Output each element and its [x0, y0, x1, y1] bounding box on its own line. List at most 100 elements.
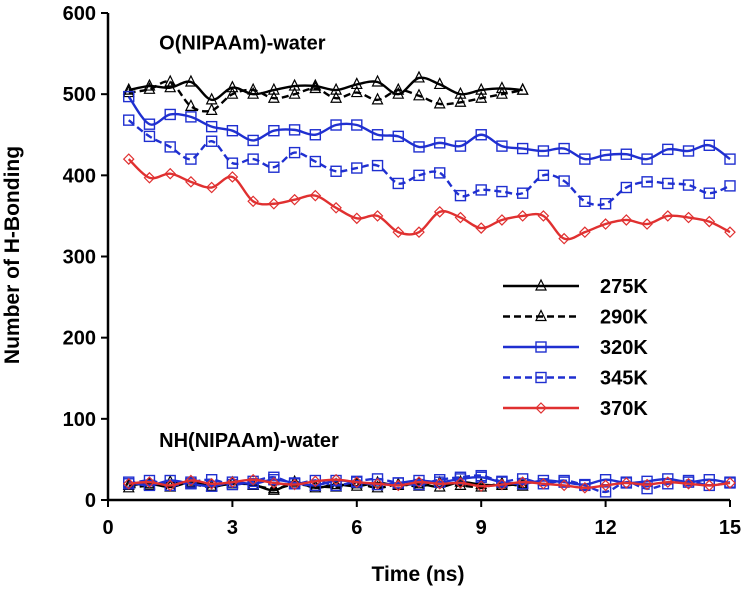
data-point: [682, 145, 695, 157]
y-tick-label: 500: [63, 84, 96, 106]
x-axis-title: Time (ns): [372, 563, 465, 586]
data-point: [641, 218, 653, 230]
data-point: [371, 129, 384, 141]
data-point: [537, 477, 550, 490]
data-point: [309, 81, 322, 94]
data-point: [475, 469, 487, 482]
data-point: [475, 184, 487, 196]
legend-item-320K: 320K: [503, 337, 648, 359]
data-point: [724, 180, 736, 192]
data-point: [185, 175, 197, 188]
series-370K-9: [122, 473, 736, 494]
data-point: [724, 226, 736, 238]
series-line: [128, 480, 523, 490]
legend-marker: [535, 402, 547, 414]
series-line: [128, 80, 523, 113]
data-point: [537, 145, 550, 157]
data-point: [599, 479, 612, 492]
data-point: [703, 215, 716, 228]
data-point: [392, 130, 404, 143]
data-point: [288, 146, 301, 159]
series-line: [127, 95, 731, 161]
data-point: [641, 176, 653, 188]
data-point: [392, 477, 404, 489]
data-point: [330, 201, 342, 214]
data-point: [620, 214, 633, 226]
data-point: [413, 169, 425, 182]
y-tick-label: 100: [63, 409, 96, 431]
data-point: [330, 477, 343, 490]
data-point: [226, 476, 239, 488]
y-tick-label: 300: [63, 247, 96, 269]
data-point: [164, 108, 176, 121]
legend-label: 370K: [600, 398, 648, 420]
data-point: [413, 226, 425, 238]
x-tick-label: 9: [476, 517, 487, 539]
series-line: [127, 158, 731, 241]
data-point: [599, 486, 612, 498]
data-point: [350, 77, 363, 90]
data-point: [330, 82, 343, 95]
data-point: [205, 120, 218, 133]
legend-marker: [535, 278, 547, 291]
data-point: [558, 479, 570, 492]
data-point: [288, 478, 301, 491]
data-point: [641, 153, 653, 165]
data-point: [288, 193, 301, 206]
data-point: [454, 140, 467, 152]
data-point: [703, 479, 716, 492]
data-point: [392, 86, 405, 99]
data-point: [433, 96, 446, 109]
data-point: [495, 81, 508, 94]
data-point: [392, 177, 404, 190]
legend-item-345K: 345K: [503, 368, 648, 390]
data-point: [579, 195, 591, 208]
data-point: [309, 129, 322, 141]
data-point: [662, 177, 674, 190]
legend-label: 290K: [600, 307, 648, 329]
data-point: [496, 214, 508, 226]
data-point: [226, 171, 239, 183]
data-point: [496, 475, 508, 488]
data-point: [288, 124, 301, 136]
data-point: [661, 210, 674, 222]
data-point: [226, 478, 239, 491]
data-point: [164, 141, 176, 153]
data-point: [662, 143, 674, 156]
data-point: [350, 212, 363, 225]
data-point: [434, 167, 446, 179]
data-point: [433, 206, 446, 218]
data-point: [516, 476, 529, 488]
data-point: [703, 187, 715, 199]
data-point: [599, 218, 612, 230]
y-tick-label: 0: [85, 490, 96, 512]
data-point: [682, 474, 695, 487]
data-point: [268, 124, 280, 137]
data-point: [247, 86, 260, 99]
series-320K-2: [123, 90, 736, 165]
data-point: [164, 167, 177, 180]
series-line: [127, 119, 731, 207]
data-point: [516, 187, 529, 199]
data-point: [226, 80, 239, 93]
ticks-layer: 0 100 200 300 400 500 600 0 3 6 9 12 15: [63, 3, 742, 539]
data-point: [413, 88, 425, 101]
data-point: [122, 477, 135, 490]
y-axis-title: Number of H-Bonding: [1, 146, 24, 364]
data-point: [185, 153, 197, 165]
data-point: [516, 142, 529, 155]
legend-marker: [535, 371, 547, 384]
data-point: [413, 476, 425, 488]
data-point: [247, 134, 259, 147]
data-point: [185, 111, 197, 123]
legend-item-370K: 370K: [503, 398, 648, 420]
series-layer: [122, 70, 736, 498]
data-point: [371, 210, 384, 222]
data-point: [495, 86, 508, 99]
data-point: [641, 475, 653, 488]
data-point: [226, 124, 239, 137]
data-point: [579, 153, 591, 165]
data-point: [661, 476, 674, 488]
data-point: [143, 171, 156, 184]
